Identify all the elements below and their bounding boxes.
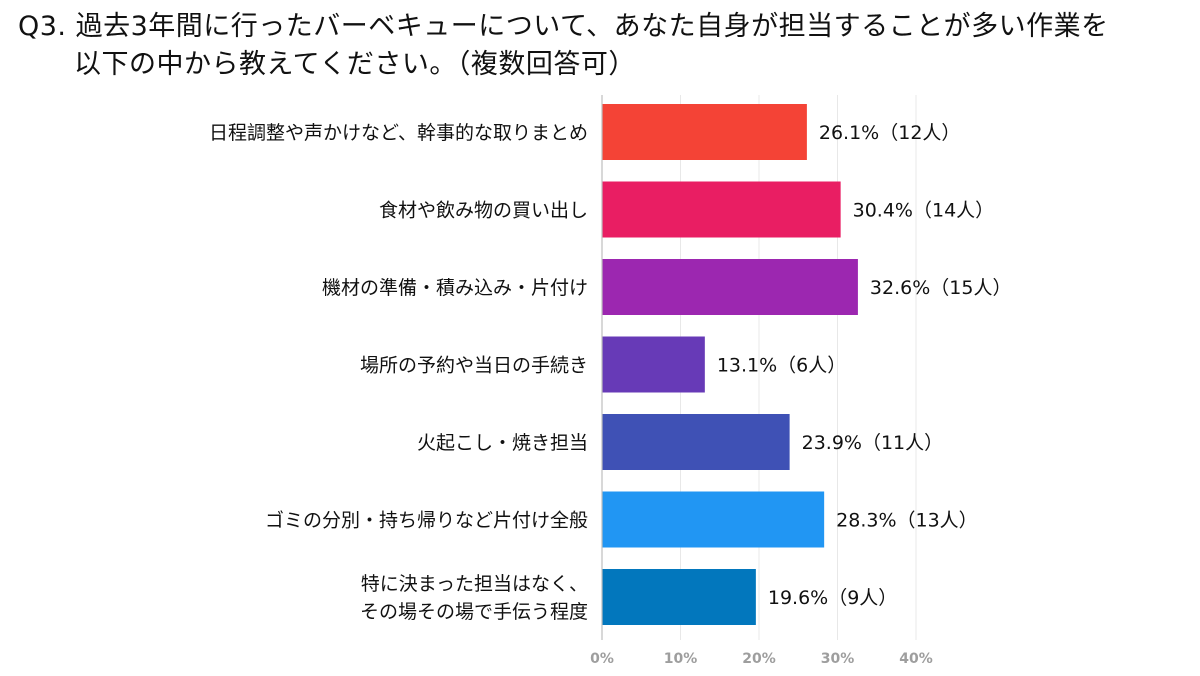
bar-1: [602, 181, 841, 238]
data-label-6: 19.6%（9人）: [768, 587, 897, 609]
data-label-1: 30.4%（14人）: [853, 200, 995, 222]
title-line-1: Q3. 過去3年間に行ったバーベキューについて、あなた自身が担当することが多い作…: [18, 11, 1109, 42]
data-label-4: 23.9%（11人）: [802, 432, 944, 454]
bar-3: [602, 336, 705, 393]
data-label-2: 32.6%（15人）: [870, 277, 1012, 299]
x-tick-label-0: 0%: [590, 651, 614, 667]
category-label-4: 火起こし・焼き担当: [417, 432, 588, 454]
title-line-2: 以下の中から教えてください。（複数回答可）: [74, 49, 636, 80]
category-label-3: 場所の予約や当日の手続き: [360, 355, 588, 377]
category-label-2: 機材の準備・積み込み・片付け: [322, 277, 588, 299]
category-label-1: 食材や飲み物の買い出し: [379, 200, 588, 222]
category-label-6-1: その場その場で手伝う程度: [360, 601, 588, 623]
bar-4: [602, 414, 790, 470]
bar-2: [602, 259, 858, 315]
x-tick-label-20: 20%: [742, 651, 776, 667]
bar-0: [602, 104, 807, 160]
x-tick-label-30: 30%: [821, 651, 855, 667]
data-label-0: 26.1%（12人）: [819, 122, 961, 144]
x-tick-label-10: 10%: [664, 651, 698, 667]
data-label-3: 13.1%（6人）: [717, 355, 846, 377]
category-label-0: 日程調整や声かけなど、幹事的な取りまとめ: [209, 122, 588, 144]
x-tick-label-40: 40%: [899, 651, 933, 667]
category-label-6-0: 特に決まった担当はなく、: [361, 573, 588, 595]
chart-title: Q3. 過去3年間に行ったバーベキューについて、あなた自身が担当することが多い作…: [18, 8, 1188, 84]
bar-5: [602, 491, 825, 548]
bar-6: [602, 569, 756, 625]
category-label-5: ゴミの分別・持ち帰りなど片付け全般: [265, 510, 588, 532]
data-label-5: 28.3%（13人）: [836, 510, 978, 532]
